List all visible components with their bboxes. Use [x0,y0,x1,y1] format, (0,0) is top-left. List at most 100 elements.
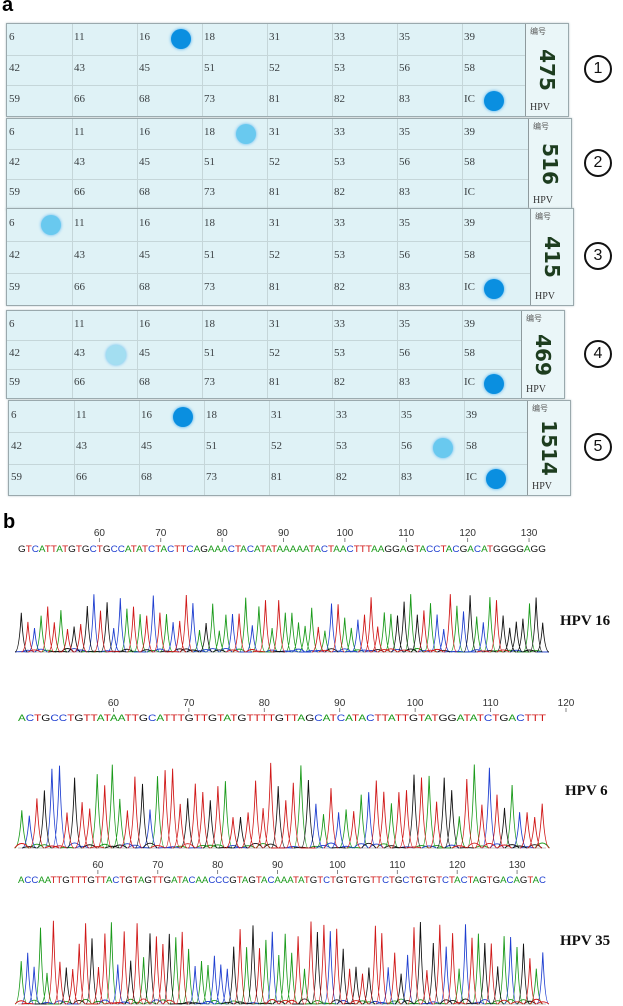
base-call: G [125,875,133,885]
probe-label: 73 [204,186,215,198]
base-call: G [305,713,314,723]
base-call: T [477,713,485,723]
probe-label: 6 [9,126,15,138]
probe-label: 52 [269,62,280,74]
base-call: A [136,544,143,554]
strip-col-line [72,24,73,116]
probe-label: 82 [336,471,347,484]
strip-col-line [202,311,203,398]
base-call: G [62,875,70,885]
probe-label: 81 [271,471,282,484]
positive-dot [484,279,504,299]
trace-channel-A [34,594,543,653]
positive-dot [433,438,453,458]
position-tick-label: 60 [94,528,106,539]
probe-label: 31 [269,31,280,44]
base-call: G [41,713,50,723]
probe-label: 73 [204,375,215,388]
id-field-label: 编号 [533,122,549,131]
probe-label: 6 [9,217,15,229]
base-call: T [487,875,493,885]
strip-row-line [7,369,522,370]
strip-col-line [397,119,398,209]
base-call: A [524,544,531,554]
base-call: T [142,544,149,554]
base-call: G [103,544,111,554]
base-call: A [446,544,453,554]
base-call: A [470,713,478,723]
base-call: T [449,875,455,885]
base-call: G [248,875,256,885]
base-call: A [118,713,126,723]
base-call: C [539,875,546,885]
base-call: T [271,544,278,554]
probe-label: 18 [206,408,217,421]
base-call: T [131,544,138,554]
base-call: G [499,713,508,723]
trace-channel-T [14,920,550,1005]
base-call: G [460,544,468,554]
base-call: A [138,875,144,885]
position-tick-label: 60 [108,698,120,709]
base-call: T [464,713,472,723]
base-call: C [189,875,196,885]
probe-label: 81 [269,186,280,198]
base-call: T [402,713,410,723]
strip-id-box: 编号 469 HPV [521,311,564,398]
base-call: G [200,544,208,554]
trace-channel-G [21,774,543,849]
base-call: C [31,875,38,885]
base-call: G [208,713,217,723]
position-tick-label: 80 [217,528,229,539]
strip-5: 6 11 16 18 31 33 35 39 42 43 45 51 52 53 56 58 59 66 68 73 8… [8,400,571,496]
base-call: T [180,544,187,554]
probe-label: 45 [139,249,150,261]
trace-channel-A [14,764,550,849]
base-call: T [125,713,133,723]
base-call: C [474,544,482,554]
strip-col-line [137,24,138,116]
base-call: A [261,875,267,885]
base-call: C [433,544,441,554]
base-call: A [97,713,105,723]
base-call: G [392,544,400,554]
probe-label: 16 [139,217,150,229]
base-sequence: A C T G C C T G T TA TA A T T G C A T T T G T T G TA T G T T T T G T TA G C… [18,713,547,723]
trace-channel-A [14,922,543,1005]
base-call: T [230,713,238,723]
probe-label: 6 [11,408,17,421]
base-call: T [357,875,363,885]
base-call: T [260,544,267,554]
base-call: A [156,713,164,723]
base-call: A [290,544,297,554]
probe-label: 33 [334,126,345,138]
strip-4: 6 11 16 18 31 33 35 39 42 43 45 51 52 53 56 58 59 66 68 73 8… [6,310,565,399]
probe-label: 82 [334,375,345,388]
probe-label: 35 [399,126,410,138]
base-call: C [90,544,98,554]
probe-label: 58 [466,440,477,452]
strip-col-line [137,119,138,209]
strip-col-line [397,209,398,305]
probe-label: 43 [74,62,85,74]
strip-col-line [202,24,203,116]
base-call: C [148,713,157,723]
probe-label: 18 [204,126,215,138]
base-call: G [448,713,457,723]
base-call: G [74,713,83,723]
base-call: T [330,875,336,885]
probe-label: 35 [399,31,410,44]
base-call: T [532,713,540,723]
base-call: T [395,713,403,723]
base-call: T [133,875,139,885]
position-tick-label: 100 [407,698,424,709]
probe-label: 68 [139,186,150,198]
base-call: T [354,544,361,554]
probe-label: 16 [141,408,152,421]
probe-label: 39 [464,317,475,330]
probe-label: 42 [11,440,22,452]
probe-label: 31 [269,217,280,229]
probe-label: 53 [334,62,345,74]
probe-label: 43 [74,249,85,261]
strip-row-line [7,340,522,341]
